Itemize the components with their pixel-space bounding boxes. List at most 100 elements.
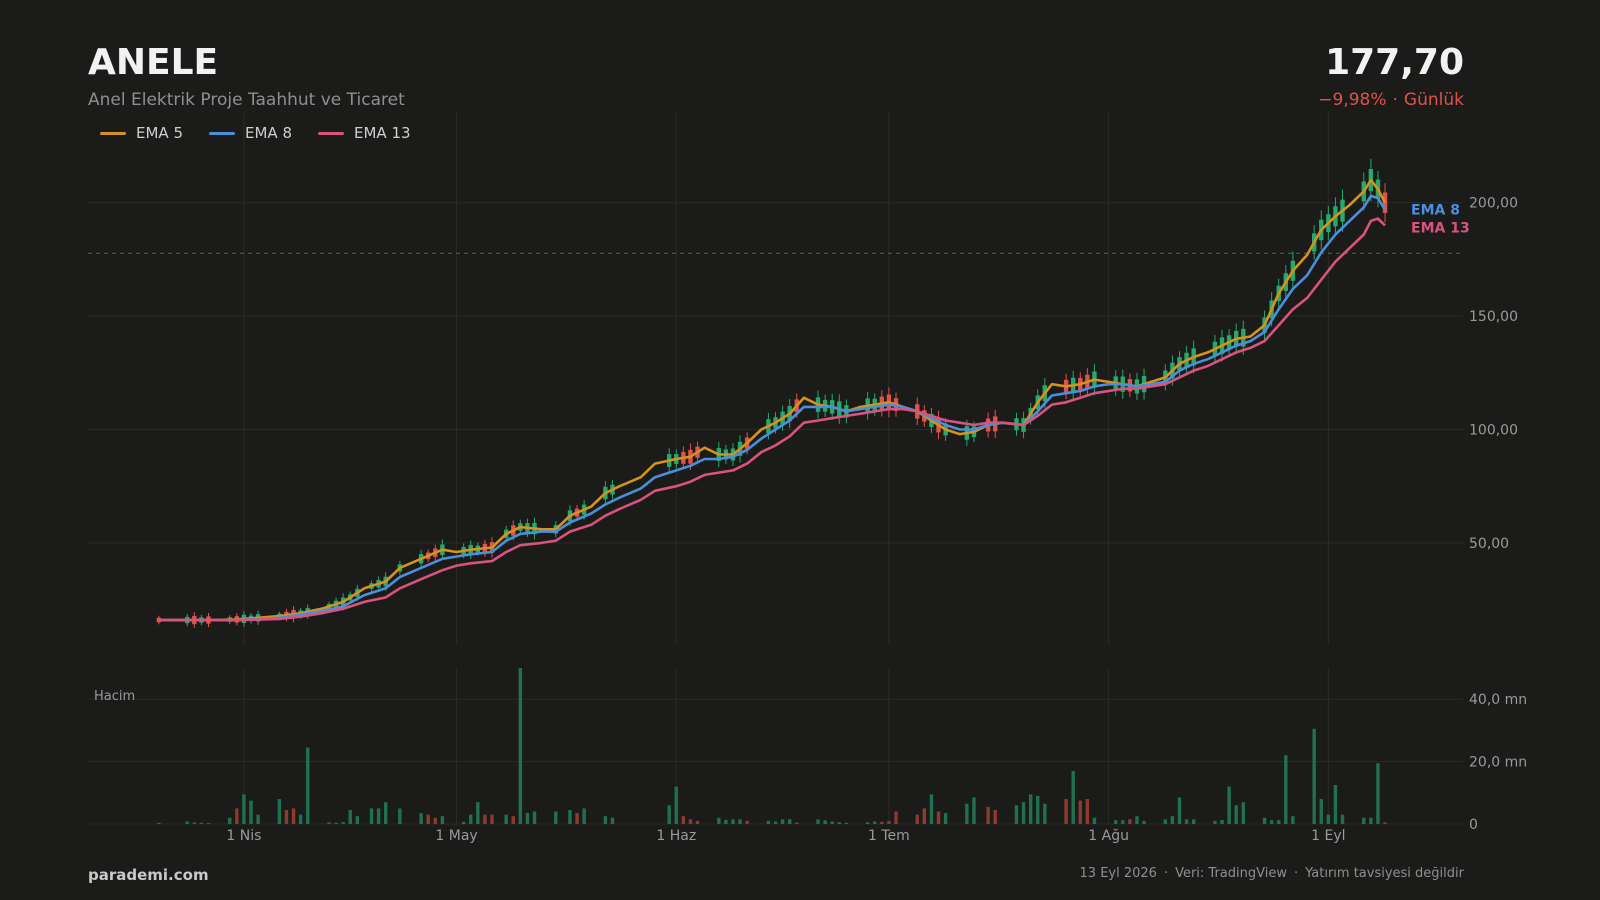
period-label: Günlük <box>1403 90 1464 110</box>
candlesticks <box>156 158 1388 629</box>
legend-swatch-ema13 <box>318 131 344 135</box>
volume-bar <box>192 822 197 824</box>
volume-bar <box>1213 820 1217 824</box>
volume-bar <box>298 814 303 824</box>
volume-bar <box>780 819 785 824</box>
volume-bar <box>469 814 473 824</box>
ticker-symbol: ANELE <box>88 42 219 83</box>
legend-item-ema5: EMA 5 <box>100 124 183 142</box>
volume-bar <box>929 794 934 824</box>
volume-bar <box>306 747 310 824</box>
volume-bar <box>476 802 480 824</box>
volume-bars <box>157 668 1387 824</box>
volume-bar <box>1319 799 1323 824</box>
volume-bar <box>284 809 289 824</box>
ema-line-ema5 <box>158 178 1387 622</box>
volume-bar <box>554 811 558 824</box>
ema-line-ema13 <box>158 217 1386 622</box>
volume-bar <box>844 822 849 824</box>
legend-item-ema13: EMA 13 <box>318 124 411 142</box>
volume-bar <box>383 802 388 824</box>
volume-bar <box>894 811 898 824</box>
change-separator: · <box>1392 90 1398 110</box>
volume-bar <box>440 816 445 824</box>
volume-bar <box>830 821 834 824</box>
volume-bar <box>525 813 530 824</box>
volume-bar <box>369 808 374 824</box>
volume-bar <box>568 809 572 824</box>
y-tick-label: 200,00 <box>1469 196 1518 212</box>
volume-bar <box>511 816 515 824</box>
change-percent: −9,98% <box>1318 90 1387 110</box>
volume-bar <box>1184 819 1189 824</box>
volume-bar <box>1312 728 1316 824</box>
x-tick-label: 1 May <box>435 828 477 844</box>
volume-bar <box>461 821 466 824</box>
volume-bar <box>1369 817 1373 824</box>
volume-bar <box>1142 820 1146 824</box>
last-price: 177,70 <box>1325 42 1464 83</box>
ema-line-ema8 <box>158 194 1387 622</box>
volume-bar <box>1114 820 1118 824</box>
volume-bar <box>206 823 211 824</box>
volume-bar <box>823 820 827 824</box>
legend-label-ema13: EMA 13 <box>354 124 411 142</box>
volume-bar <box>1021 802 1026 824</box>
volume-bar <box>1376 763 1380 824</box>
volume-bar <box>228 817 232 824</box>
volume-bar <box>1234 805 1238 824</box>
volume-bar <box>334 822 338 824</box>
volume-bar <box>674 786 678 824</box>
volume-bar <box>1064 799 1068 824</box>
ema-end-label: EMA 13 <box>1411 220 1470 236</box>
volume-bar <box>681 816 686 824</box>
volume-bar <box>922 808 927 824</box>
volume-bar <box>965 803 969 824</box>
volume-bar <box>1177 797 1182 824</box>
volume-bar <box>518 668 523 824</box>
volume-bar <box>936 811 941 824</box>
volume-bar <box>532 811 537 824</box>
volume-tick-label: 0 <box>1469 817 1478 833</box>
volume-bar <box>972 797 976 824</box>
volume-bar <box>688 819 693 824</box>
volume-bar <box>986 806 990 824</box>
volume-bar <box>355 816 360 824</box>
candle-body <box>1382 192 1388 213</box>
x-tick-label: 1 Nis <box>226 828 261 844</box>
volume-bar <box>1043 803 1047 824</box>
volume-bar <box>483 814 487 824</box>
volume-bar <box>1085 799 1090 824</box>
y-tick-label: 150,00 <box>1469 309 1518 325</box>
volume-bar <box>773 821 778 824</box>
volume-bar <box>915 814 919 824</box>
volume-bar <box>1163 819 1168 824</box>
candle-body <box>156 617 162 623</box>
volume-bar <box>490 814 494 824</box>
volume-bar <box>993 809 997 824</box>
volume-bar <box>1333 785 1338 824</box>
footer-source: Veri: TradingView <box>1175 866 1287 881</box>
volume-bar <box>575 813 579 824</box>
volume-bar <box>610 817 615 824</box>
volume-bar <box>235 808 239 824</box>
volume-bar <box>816 819 820 824</box>
y-tick-label: 50,00 <box>1469 536 1509 552</box>
volume-bar <box>291 808 296 824</box>
volume-bar <box>327 822 331 824</box>
volume-bar <box>426 814 430 824</box>
volume-bar <box>249 800 253 824</box>
volume-bar <box>277 799 282 824</box>
volume-bar <box>1291 816 1295 824</box>
volume-bar <box>1191 819 1196 824</box>
volume-bar <box>1284 755 1288 824</box>
volume-bar <box>724 819 728 824</box>
y-tick-label: 100,00 <box>1469 423 1518 439</box>
volume-bar <box>887 820 891 824</box>
volume-bar <box>667 805 671 824</box>
ema-lines <box>158 178 1387 622</box>
volume-title: Hacim <box>94 689 135 704</box>
price-change: −9,98% · Günlük <box>1318 90 1464 110</box>
footer-info: 13 Eyl 2026 · Veri: TradingView · Yatırım ta… <box>1080 866 1464 881</box>
volume-bar <box>880 821 884 824</box>
